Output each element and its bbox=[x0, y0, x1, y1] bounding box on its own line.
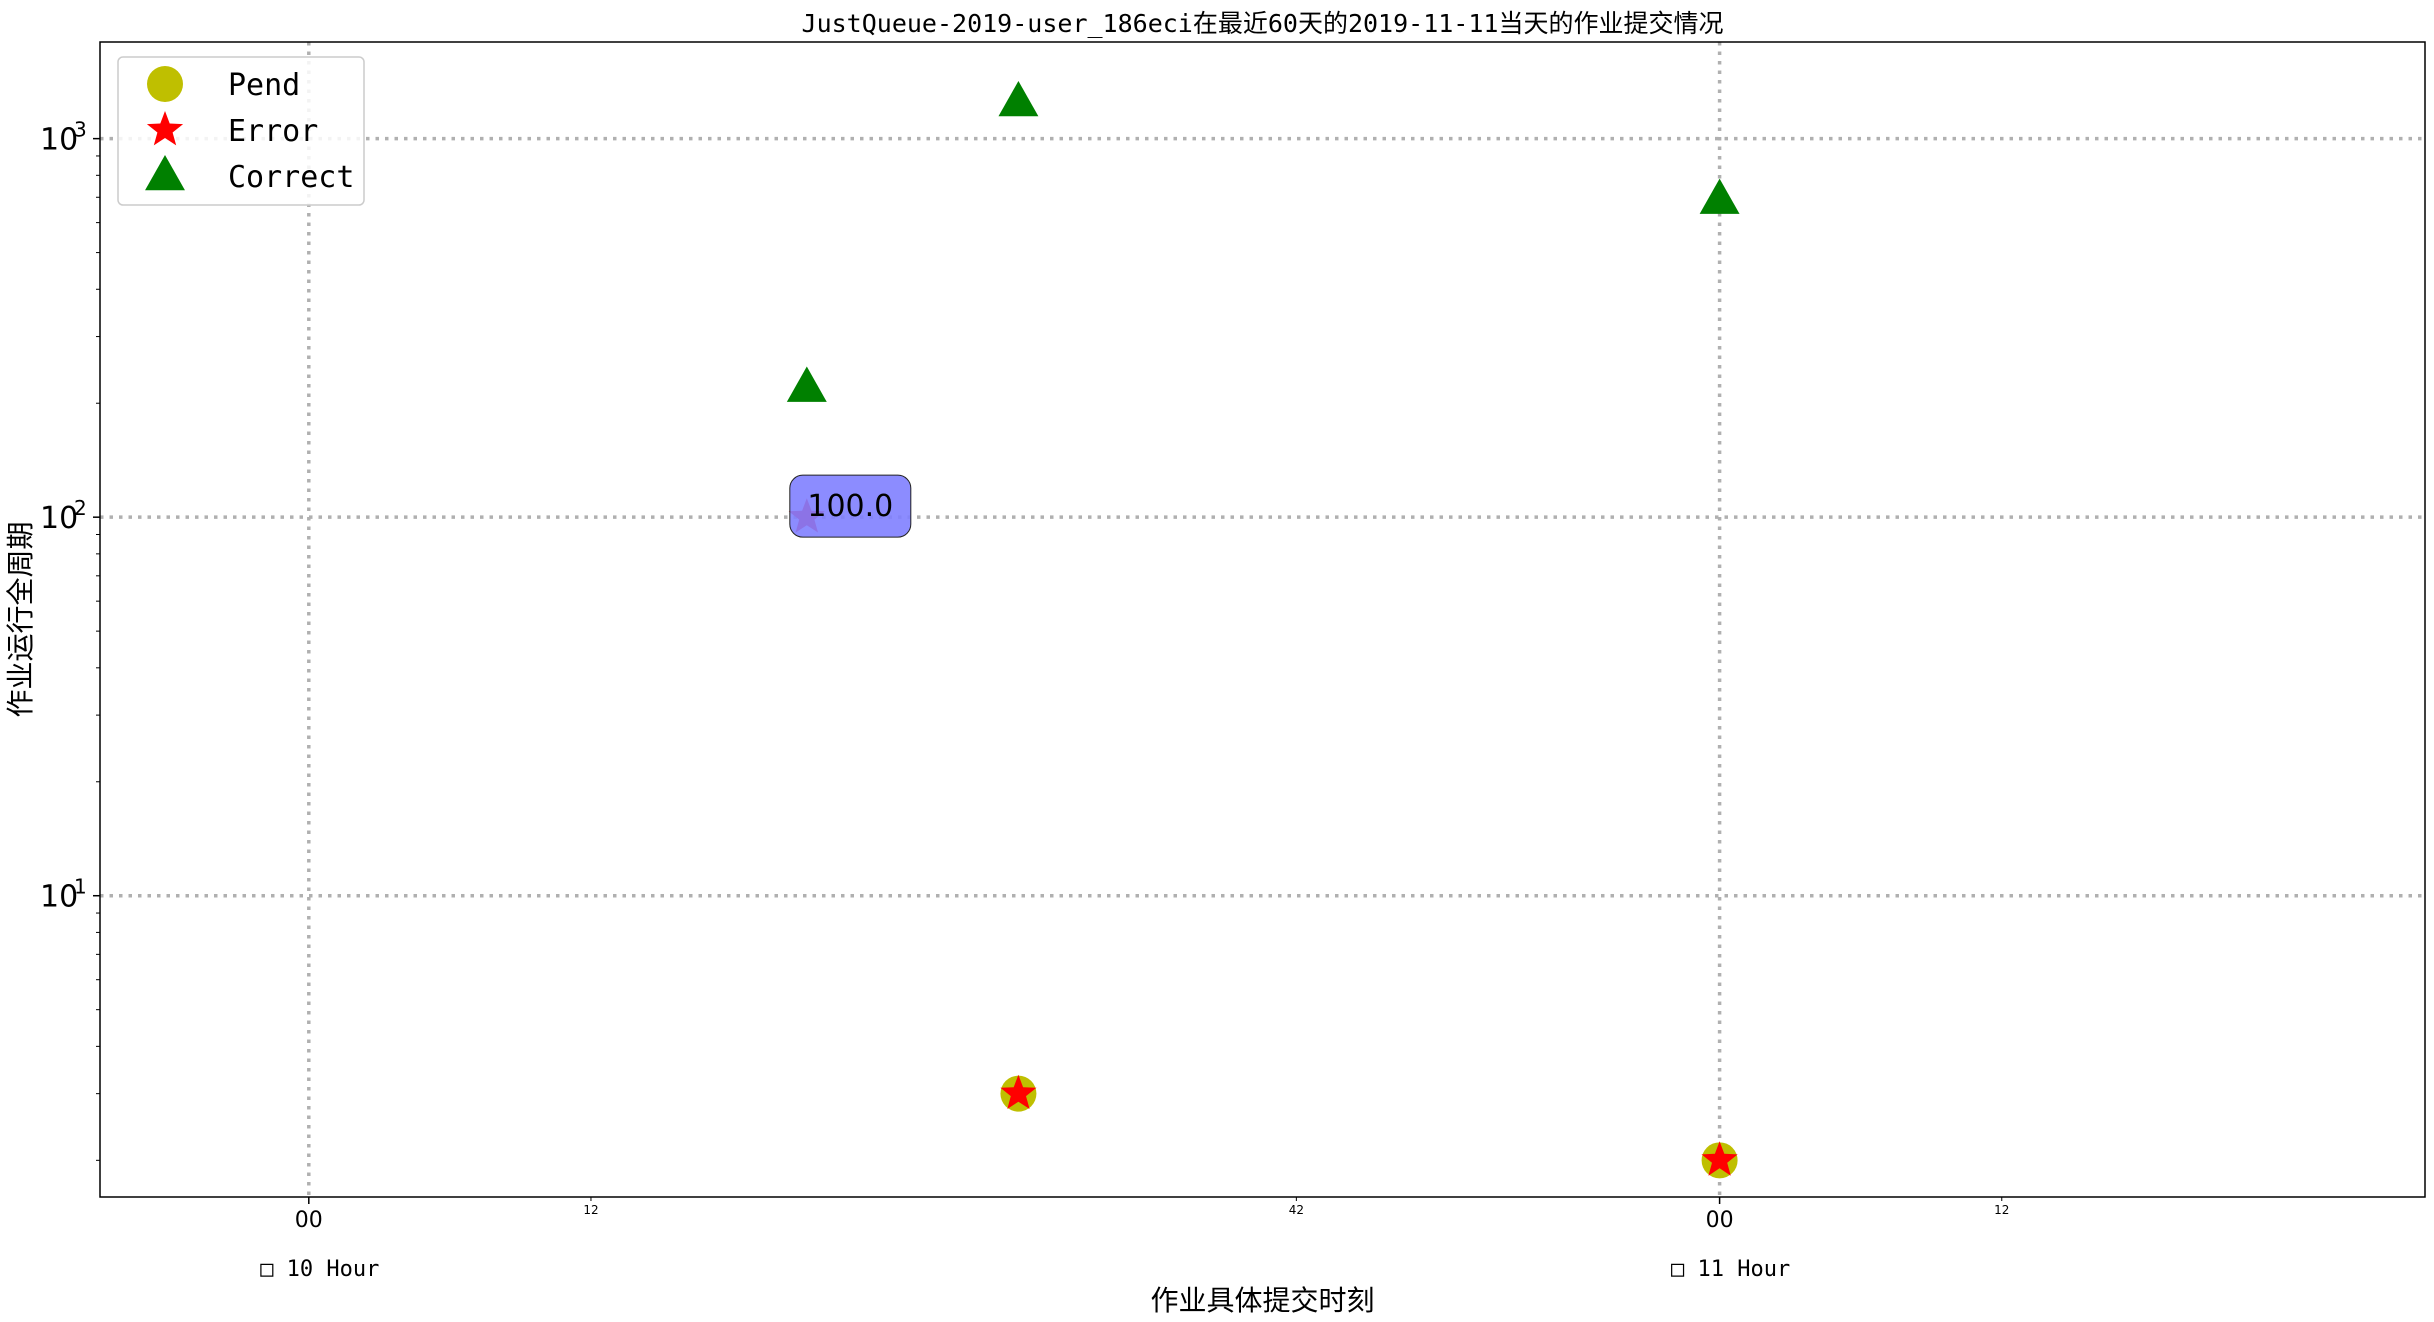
error-point bbox=[1701, 1141, 1738, 1176]
correct-point bbox=[1699, 178, 1740, 214]
day-label: □ 10 Hour bbox=[260, 1257, 379, 1282]
error-point bbox=[1000, 1074, 1037, 1109]
x-minor-tick-label: 12 bbox=[583, 1203, 598, 1217]
chart-title: JustQueue-2019-user_186eci在最近60天的2019-11… bbox=[802, 9, 1724, 38]
annotation-box bbox=[789, 474, 912, 538]
x-axis-ticks: 00 00 12 42 12 bbox=[295, 1197, 2009, 1233]
y-tick-exponent: 3 bbox=[74, 118, 87, 142]
x-minor-tick-label: 42 bbox=[1289, 1203, 1304, 1217]
y-tick-exponent: 2 bbox=[74, 496, 87, 520]
legend-label-error: Error bbox=[228, 114, 318, 149]
legend-marker-error bbox=[146, 111, 184, 146]
x-tick-label: 00 bbox=[295, 1208, 323, 1233]
legend-label-correct: Correct bbox=[228, 160, 354, 195]
y-tick-label: 10 bbox=[40, 123, 78, 158]
y-tick-exponent: 1 bbox=[74, 875, 87, 899]
plot-area bbox=[99, 41, 2426, 1198]
y-tick-label: 10 bbox=[40, 501, 78, 536]
y-tick-label: 10 bbox=[40, 880, 78, 915]
day-label: □ 11 Hour bbox=[1671, 1257, 1790, 1282]
data-markers bbox=[786, 80, 1740, 1179]
grid-lines bbox=[100, 42, 2425, 1197]
legend: Pend Error Correct bbox=[117, 56, 365, 206]
y-axis-label: 作业运行全周期 bbox=[4, 521, 37, 717]
annotations: 100.0 bbox=[789, 474, 912, 538]
annotation-label: 100.0 bbox=[807, 489, 893, 524]
legend-marker-pend bbox=[147, 66, 183, 102]
correct-point bbox=[998, 80, 1039, 117]
x-minor-tick-label: 12 bbox=[1994, 1203, 2009, 1217]
legend-marker-correct bbox=[145, 155, 185, 191]
day-labels: □ 10 Hour □ 11 Hour bbox=[260, 1257, 1790, 1282]
correct-point bbox=[786, 366, 827, 402]
x-tick-label: 00 bbox=[1706, 1208, 1734, 1233]
x-axis-label: 作业具体提交时刻 bbox=[1150, 1284, 1374, 1317]
legend-label-pend: Pend bbox=[228, 68, 300, 103]
